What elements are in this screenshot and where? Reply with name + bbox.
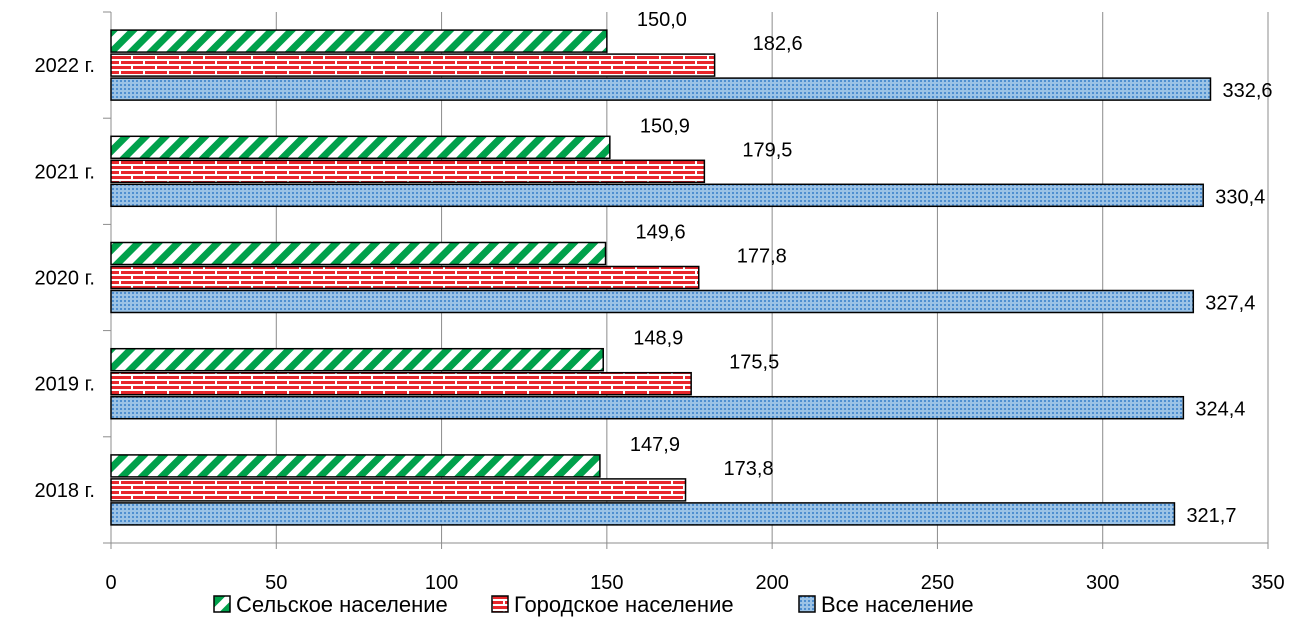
bar (110, 77, 1212, 101)
bar (110, 29, 608, 53)
x-tick-label: 150 (590, 572, 623, 594)
bar (110, 502, 1176, 526)
legend-label: Все население (821, 592, 974, 617)
data-label: 150,9 (640, 115, 690, 137)
x-tick-label: 0 (105, 572, 116, 594)
bar (110, 478, 687, 502)
data-label: 173,8 (724, 458, 774, 480)
data-label: 179,5 (742, 139, 792, 161)
x-tick-label: 100 (425, 572, 458, 594)
data-label: 147,9 (630, 434, 680, 456)
bar (110, 289, 1195, 314)
data-label: 175,5 (729, 352, 779, 374)
bar (110, 454, 601, 478)
bar (110, 347, 604, 372)
data-label: 321,7 (1186, 505, 1236, 527)
data-label: 177,8 (737, 246, 787, 268)
data-label: 182,6 (753, 33, 803, 55)
data-label: 324,4 (1195, 399, 1245, 421)
y-category-label: 2019 г. (35, 374, 95, 396)
legend-swatch (491, 595, 509, 613)
x-tick-label: 350 (1251, 572, 1284, 594)
legend-swatch (213, 595, 231, 613)
bar (110, 265, 700, 290)
data-label: 148,9 (633, 328, 683, 350)
bar (110, 371, 692, 396)
bars (110, 29, 1212, 526)
legend-label: Сельское население (236, 592, 448, 617)
y-category-label: 2021 г. (35, 161, 95, 183)
x-tick-label: 250 (921, 572, 954, 594)
y-category-label: 2022 г. (35, 55, 95, 77)
legend-label: Городское население (514, 592, 734, 617)
data-label: 149,6 (636, 222, 686, 244)
data-label: 150,0 (637, 9, 687, 31)
data-label: 332,6 (1222, 80, 1272, 102)
y-category-label: 2018 г. (35, 480, 95, 502)
x-tick-label: 300 (1086, 572, 1119, 594)
data-labels: 150,0 182,6 332,6 150,9 179,5 330,4 149,6 177,8… (630, 9, 1273, 527)
bar (110, 241, 607, 266)
bar (110, 159, 706, 184)
bar (110, 395, 1185, 420)
x-tick-label: 50 (265, 572, 287, 594)
y-category-label: 2020 г. (35, 268, 95, 290)
data-label: 327,4 (1205, 293, 1255, 315)
bar (110, 53, 716, 77)
legend-swatch (798, 595, 816, 613)
tick-labels: 0 50 100 150 200 250 300 350 2022 г. 2021 г. 2020 … (35, 55, 1285, 594)
x-tick-label: 200 (755, 572, 788, 594)
legend: Сельское население Городское население Все… (213, 592, 974, 617)
data-label: 330,4 (1215, 186, 1265, 208)
bar (110, 183, 1204, 208)
bar (110, 135, 611, 160)
